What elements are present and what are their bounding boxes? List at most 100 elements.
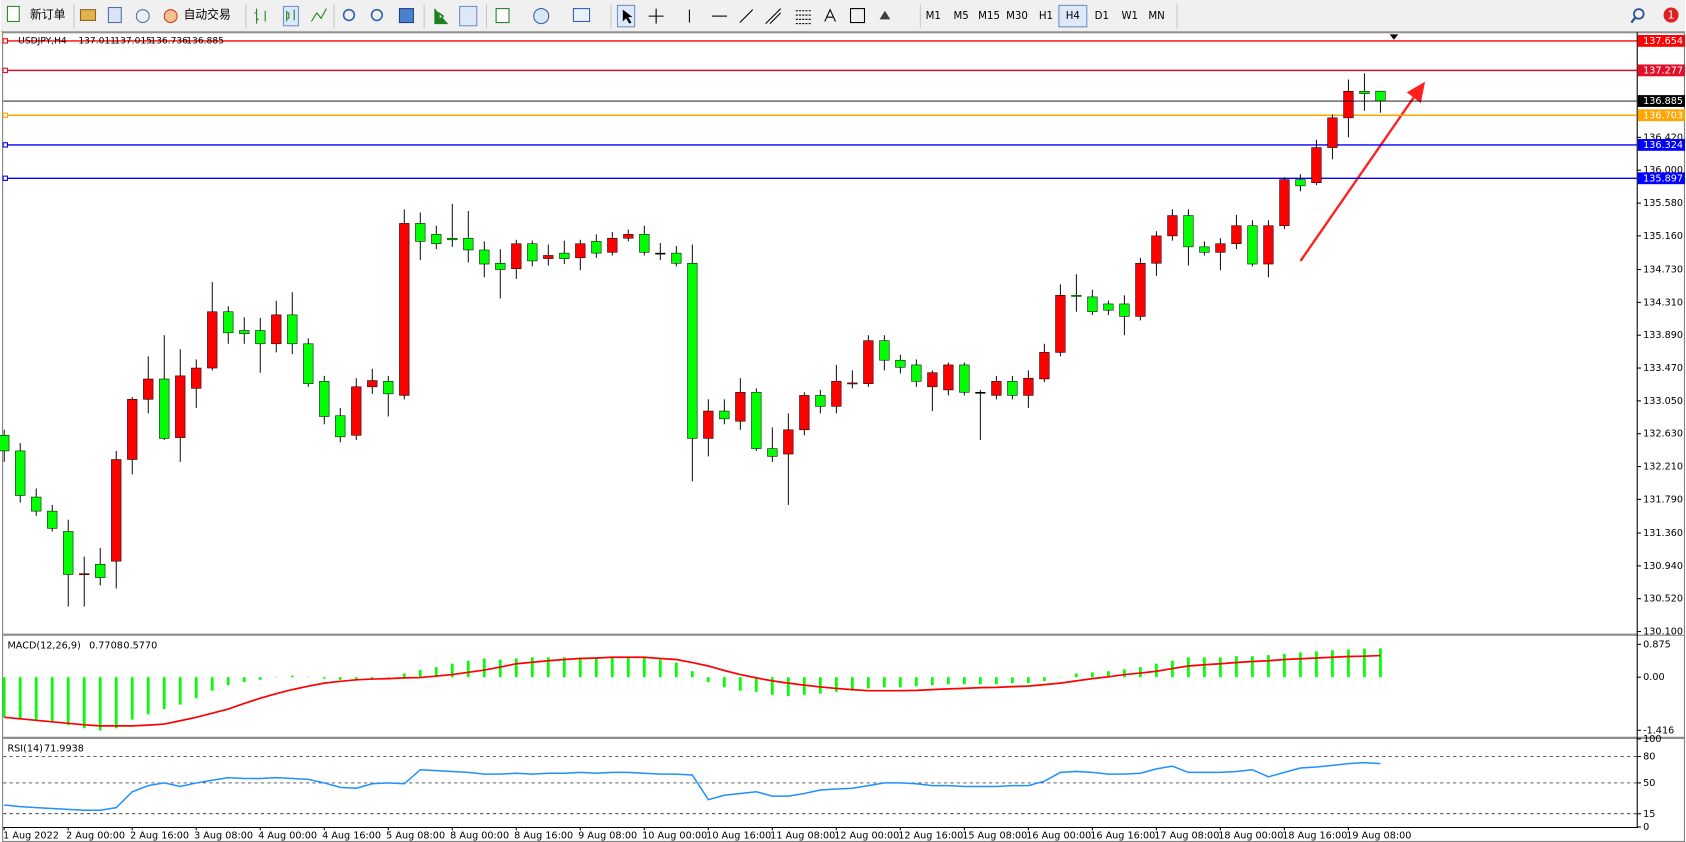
candle-body xyxy=(927,372,938,388)
macd-bar xyxy=(947,677,950,685)
macd-bar xyxy=(1331,650,1334,678)
candle-body xyxy=(559,252,570,259)
candles-button[interactable] xyxy=(282,5,300,27)
line-chart-button[interactable] xyxy=(310,8,327,22)
y-tick-label: 130.100 xyxy=(1643,627,1683,638)
x-tick-label: 11 Aug 08:00 xyxy=(770,831,835,842)
candle-body xyxy=(575,243,586,259)
shift-button[interactable] xyxy=(459,5,478,27)
icon xyxy=(6,5,20,23)
level-label: 135.897 xyxy=(1643,173,1683,184)
y-tick-label: 132.210 xyxy=(1643,462,1683,473)
x-tick-label: 5 Aug 08:00 xyxy=(386,831,445,842)
y-tick-label: 100 xyxy=(1643,734,1661,745)
fibo-button[interactable] xyxy=(795,10,811,25)
channel-button[interactable] xyxy=(765,8,782,25)
timeframe-button[interactable]: W1 xyxy=(1121,11,1138,22)
timeframe-button[interactable]: MN xyxy=(1148,11,1164,22)
macd-bar xyxy=(1203,657,1206,678)
timeframe-button[interactable]: M15 xyxy=(978,11,1000,22)
timeframe-button[interactable]: M30 xyxy=(1006,11,1028,22)
candle-body xyxy=(95,564,106,578)
macd-bar xyxy=(690,671,694,678)
autoscroll-button[interactable] xyxy=(434,8,448,25)
icon-button[interactable] xyxy=(135,9,150,24)
macd-bar xyxy=(594,657,598,678)
candle-body xyxy=(1231,225,1242,244)
macd-bar xyxy=(34,677,38,720)
candle-body xyxy=(255,330,266,345)
candle-body xyxy=(495,262,506,270)
x-tick-label: 8 Aug 16:00 xyxy=(514,831,573,842)
macd-bar xyxy=(546,657,550,678)
timeframe-button[interactable]: H1 xyxy=(1039,11,1053,22)
icon-button[interactable] xyxy=(79,9,97,21)
chart-frame xyxy=(2,32,1685,842)
candle-body xyxy=(527,243,538,262)
candle-body xyxy=(319,381,330,417)
candle-body xyxy=(639,234,650,253)
macd-bar xyxy=(931,677,934,686)
timeframe-button[interactable]: M1 xyxy=(926,11,941,22)
macd-bar xyxy=(162,677,166,710)
macd-bar xyxy=(322,677,326,679)
ohlc-value: 137.011 xyxy=(78,36,116,46)
candle-body xyxy=(815,395,826,407)
shift-marker xyxy=(1389,34,1399,40)
candle-body xyxy=(719,410,730,420)
level-handle xyxy=(2,67,8,74)
auto-trading-button[interactable]: 自动交易 xyxy=(163,8,231,24)
timeframe-button[interactable]: M5 xyxy=(953,11,968,22)
macd-bar xyxy=(1283,653,1286,678)
y-tick-label: 136.420 xyxy=(1643,132,1683,143)
candle-body xyxy=(735,392,746,422)
macd-bar xyxy=(562,657,566,678)
y-tick-label: 131.360 xyxy=(1643,528,1683,539)
trendline-button[interactable] xyxy=(739,9,754,23)
macd-bar xyxy=(114,677,118,729)
bar-chart-button[interactable] xyxy=(254,8,266,24)
level-handle xyxy=(2,38,8,44)
candle-body xyxy=(223,311,234,334)
templates-button[interactable] xyxy=(572,8,591,23)
button-label: 自动交易 xyxy=(184,8,231,22)
indicator-title: MACD(12,26,9) xyxy=(7,640,80,651)
bid-label: 136.885 xyxy=(1643,96,1683,107)
text-button[interactable] xyxy=(824,8,836,22)
macd-bar xyxy=(674,662,678,678)
arrows-button[interactable] xyxy=(879,10,891,20)
candle-body xyxy=(591,241,602,254)
candle-body xyxy=(1247,225,1258,265)
crosshair-button[interactable] xyxy=(648,8,664,24)
timeframe-button[interactable]: D1 xyxy=(1095,11,1109,22)
zoom-out-button[interactable] xyxy=(370,8,384,22)
macd-bar xyxy=(370,677,374,679)
macd-bar xyxy=(1251,656,1254,678)
macd-bar xyxy=(899,677,902,688)
macd-bar xyxy=(738,677,742,691)
macd-bar xyxy=(851,677,854,691)
periods-button[interactable] xyxy=(533,8,550,25)
label-button[interactable] xyxy=(849,8,866,24)
candle-body xyxy=(287,314,298,345)
indicator-value: 0.7708 xyxy=(89,640,123,651)
indicators-button[interactable] xyxy=(495,8,510,24)
arrow-head xyxy=(1406,81,1426,104)
macd-bar xyxy=(146,677,150,715)
timeframe-button[interactable]: H4 xyxy=(1066,11,1080,22)
ohlc-value: 136.736 xyxy=(150,36,188,46)
candle-body xyxy=(1007,381,1018,396)
icon-button[interactable] xyxy=(107,6,122,24)
timeframe-bar: M1 M5 M15 M30 H1 H4 D1 W1 MN xyxy=(926,4,1165,28)
macd-bar xyxy=(979,677,982,685)
new-order-button[interactable]: 新订单 xyxy=(6,5,66,23)
candle-body xyxy=(479,249,490,265)
y-tick-label: -1.416 xyxy=(1643,725,1674,736)
x-tick-label: 2 Aug 00:00 xyxy=(66,831,125,842)
search-button[interactable] xyxy=(1630,8,1645,24)
tile-button[interactable] xyxy=(398,8,414,24)
notifications-button[interactable]: 1 xyxy=(1663,7,1679,23)
y-tick-label: 130.520 xyxy=(1643,594,1683,605)
zoom-in-button[interactable] xyxy=(342,8,356,22)
y-tick-label: 0.875 xyxy=(1643,639,1671,650)
